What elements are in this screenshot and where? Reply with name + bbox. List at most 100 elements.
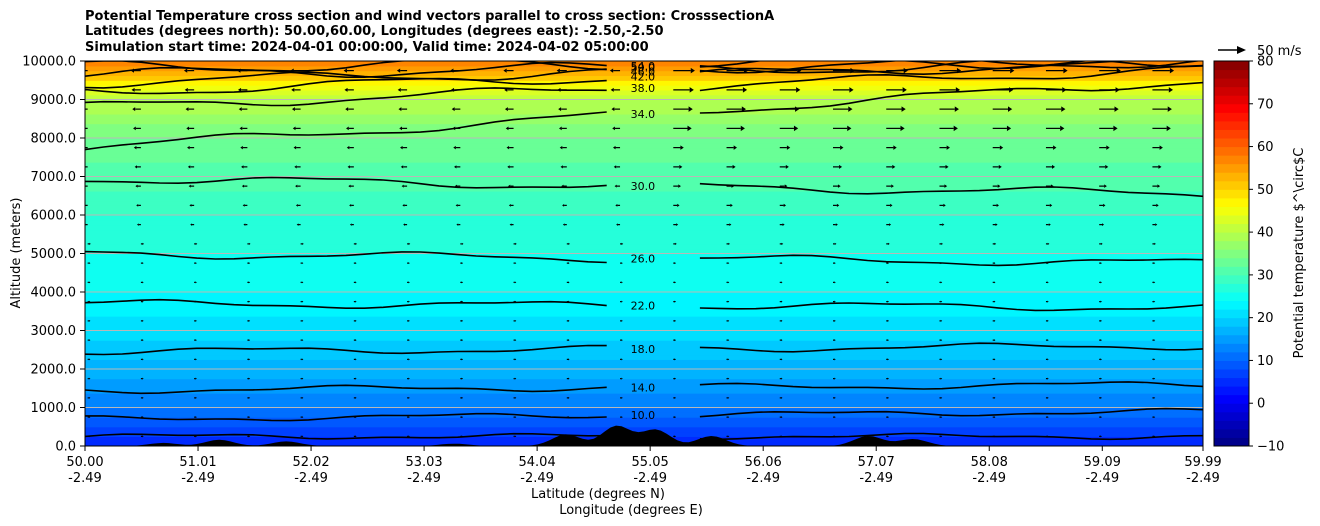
y-tick-label: 5000.0: [31, 247, 77, 262]
wind-vector-head: [558, 107, 562, 112]
temperature-band: [85, 272, 1203, 279]
wind-vector-head: [568, 416, 570, 419]
terrain: [85, 425, 1203, 446]
wind-vector-head: [461, 319, 464, 322]
wind-vector-head: [454, 165, 457, 169]
wind-vector-head: [243, 223, 246, 226]
wind-vector-head: [1100, 416, 1102, 419]
wind-vector-head: [887, 377, 889, 380]
wind-vector-head: [349, 204, 352, 207]
wind-vector-head: [514, 377, 517, 380]
wind-vector-head: [195, 242, 198, 245]
colorbar-segment: [1214, 120, 1249, 130]
wind-vector-head: [461, 281, 464, 284]
x-tick-label-lat: 54.04: [519, 455, 556, 470]
wind-vector-head: [142, 281, 144, 284]
temperature-band: [85, 330, 1203, 336]
wind-vector-head: [294, 165, 297, 169]
wind-vector-head: [834, 300, 836, 303]
colorbar-segment: [1214, 428, 1249, 438]
colorbar-tick-label: 0: [1257, 397, 1265, 412]
wind-vector-head: [993, 262, 996, 265]
wind-vector-head: [135, 184, 138, 188]
temperature-band: [85, 417, 1203, 423]
colorbar-tick-label: 30: [1257, 268, 1274, 283]
colorbar-segment: [1214, 326, 1249, 336]
wind-vector-head: [81, 165, 83, 168]
colorbar-segment: [1214, 61, 1249, 71]
y-axis: 0.0 1000.0 2000.0 3000.0 4000.0 5000.0 6000.0 7…: [22, 55, 85, 455]
colorbar-tick-label: 20: [1257, 311, 1274, 326]
wind-vector-head: [1106, 145, 1110, 150]
contour-label: 14.0: [631, 381, 656, 394]
wind-vector-head: [237, 87, 242, 92]
temperature-band: [85, 75, 1203, 81]
wind-vector-head: [834, 358, 836, 361]
wind-vector-head: [680, 145, 684, 150]
wind-vector-head: [450, 87, 455, 92]
temperature-band: [85, 253, 1203, 259]
wind-vector-head: [1047, 281, 1049, 284]
wind-vector-head: [78, 88, 81, 92]
wind-vector-head: [786, 145, 791, 150]
x-tick-label-lon: -2.49: [972, 471, 1006, 486]
wind-vector-head: [88, 319, 91, 322]
wind-vector-head: [558, 126, 562, 131]
wind-vector-head: [557, 87, 561, 92]
temperature-band: [85, 378, 1203, 385]
wind-vector-head: [1158, 164, 1162, 169]
y-tick-label: 9000.0: [31, 93, 77, 108]
quiver-key-label: 50 m/s: [1257, 44, 1302, 59]
wind-vector-head: [346, 126, 349, 131]
wind-vector-head: [955, 87, 961, 93]
wind-vector-head: [130, 68, 134, 73]
wind-vector-head: [568, 435, 570, 438]
temperature-band: [85, 89, 1203, 96]
wind-vector-head: [612, 145, 616, 150]
wind-vector-head: [1105, 164, 1109, 169]
wind-vector-head: [834, 281, 836, 284]
x-tick-label-lat: 58.08: [971, 455, 1008, 470]
wind-vector-head: [355, 242, 358, 245]
wind-vector-head: [1103, 203, 1106, 207]
wind-vector-head: [348, 184, 351, 188]
wind-vector-head: [891, 184, 894, 188]
wind-vector-head: [343, 68, 347, 73]
wind-vector-head: [77, 68, 80, 72]
temperature-band: [85, 340, 1203, 346]
wind-vector-head: [940, 435, 943, 438]
colorbar-segment: [1214, 386, 1249, 396]
wind-vector-head: [514, 300, 517, 303]
temperature-band: [85, 94, 1203, 101]
wind-vector-head: [840, 145, 844, 150]
wind-vector-head: [248, 416, 251, 419]
wind-vector-head: [780, 339, 783, 342]
wind-vector-head: [301, 358, 304, 361]
wind-vector-head: [142, 435, 144, 438]
y-tick-label: 3000.0: [31, 324, 77, 339]
colorbar-tick-label: 50: [1257, 183, 1274, 198]
wind-vector-head: [621, 281, 623, 284]
wind-vector-head: [953, 125, 958, 132]
wind-vector-head: [408, 242, 411, 245]
wind-vector-head: [345, 107, 349, 112]
wind-vector-head: [1100, 319, 1102, 322]
x-tick-label-lon: -2.49: [181, 471, 215, 486]
x-tick-label-lon: -2.49: [1186, 471, 1220, 486]
wind-vector-head: [902, 87, 907, 93]
wind-vector-head: [613, 165, 617, 169]
wind-vector-head: [346, 145, 350, 150]
wind-vector-head: [611, 107, 615, 112]
x-tick-label-lon: -2.49: [633, 471, 667, 486]
wind-vector-head: [892, 164, 896, 169]
wind-vector-head: [674, 377, 677, 380]
colorbar-segment: [1214, 249, 1249, 259]
colorbar-segment: [1214, 172, 1249, 182]
wind-vector-head: [238, 107, 242, 112]
wind-vector-head: [195, 339, 197, 342]
colorbar-segment: [1214, 129, 1249, 139]
wind-vector-head: [847, 125, 852, 132]
wind-vector-head: [1100, 262, 1102, 265]
wind-vector-head: [514, 416, 517, 419]
title-line-2: Latitudes (degrees north): 50.00,60.00, …: [85, 24, 664, 39]
